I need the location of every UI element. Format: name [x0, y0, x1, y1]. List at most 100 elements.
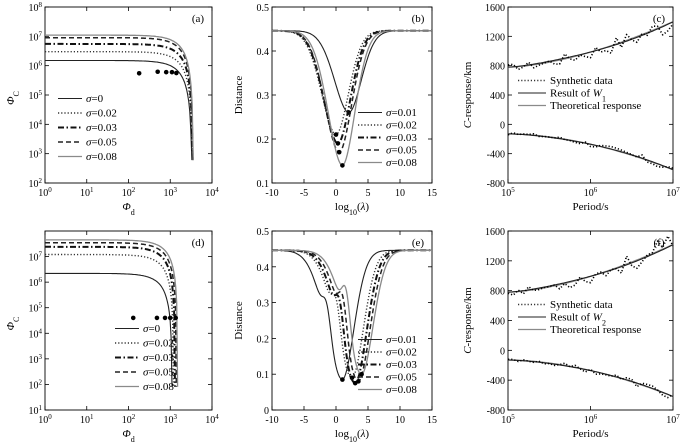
text-part: 6	[39, 276, 43, 284]
text-part: σ	[386, 384, 392, 396]
x-tick-label: 100	[38, 186, 52, 199]
y-axis-label: ΦC	[5, 317, 21, 331]
text-part: 6	[594, 413, 598, 421]
text-part: 1	[602, 94, 606, 103]
y-tick-label: 106	[29, 276, 43, 289]
text-part: 4	[215, 413, 219, 421]
text-part: C	[462, 346, 474, 354]
text-part: 4	[215, 186, 219, 194]
text-part: λ	[360, 428, 366, 440]
text-part: W	[593, 88, 603, 100]
theoretical-response-line	[508, 133, 674, 171]
legend-label: Theoretical response	[550, 100, 641, 112]
text-part: =0.08	[391, 384, 417, 396]
text-part: 5	[39, 302, 43, 310]
x-tick-label: -10	[265, 188, 278, 199]
text-part: 10	[584, 415, 594, 426]
minimum-point-marker	[333, 132, 339, 137]
text-part: σ	[86, 122, 92, 134]
theoretical-response-line	[508, 21, 674, 68]
x-axis-label: log10(λ)	[335, 201, 370, 217]
text-part: σ	[386, 120, 392, 132]
series-line	[45, 51, 194, 161]
text-part: log	[335, 201, 350, 213]
text-part: 3	[174, 186, 178, 194]
corner-point-marker	[154, 315, 160, 321]
text-part: 10	[29, 253, 39, 264]
text-part: 10	[29, 179, 39, 190]
series-line	[45, 241, 178, 387]
text-part: 10	[80, 415, 90, 426]
text-part: C	[12, 91, 21, 96]
legend-label: σ=0.02	[386, 347, 417, 359]
corner-point-marker	[173, 315, 178, 321]
x-tick-label: 106	[584, 186, 598, 199]
y-tick-label: 0.2	[257, 334, 270, 345]
legend-label: σ=0.02	[386, 120, 417, 132]
y-tick-label: 107	[29, 30, 43, 43]
text-part: =0.03	[391, 359, 417, 371]
x-axis-label: Period/s	[572, 201, 608, 213]
text-part: σ	[143, 381, 149, 393]
text-part: 10	[122, 188, 132, 199]
text-part: 10	[29, 406, 39, 417]
text-part: (	[357, 428, 361, 440]
text-part: 10	[29, 120, 39, 131]
corner-point-marker	[162, 315, 168, 321]
corner-point-marker	[169, 69, 175, 75]
y-tick-label: 0.5	[257, 3, 270, 14]
text-part: σ	[143, 323, 149, 335]
x-tick-label: -5	[300, 415, 308, 426]
y-tick-label: 104	[29, 118, 43, 131]
legend-label: σ=0.08	[386, 157, 417, 169]
y-tick-label: 0.5	[257, 227, 270, 238]
legend-label: σ=0.03	[386, 359, 417, 371]
theoretical-response-line	[508, 359, 674, 398]
y-tick-label: 0.4	[257, 263, 270, 274]
text-part: 2	[602, 318, 606, 327]
text-part: d	[131, 208, 135, 217]
y-tick-label: 1600	[485, 3, 505, 14]
synthetic-data-line	[507, 235, 674, 296]
text-part: W	[593, 312, 603, 324]
text-part: σ	[386, 132, 392, 144]
text-part: σ	[143, 352, 149, 364]
text-part: 4	[39, 118, 43, 126]
panel-a: 100 101 102 103 104102103104105106107108(a)Φ…	[5, 1, 219, 217]
text-part: σ	[86, 151, 92, 163]
legend-label: Synthetic data	[550, 75, 613, 87]
y-tick-label: -400	[487, 376, 505, 387]
panel-label: (c)	[653, 13, 666, 25]
x-tick-label: 102	[122, 186, 136, 199]
corner-point-marker	[163, 69, 169, 75]
text-part: σ	[143, 338, 149, 350]
text-part: 10	[29, 150, 39, 161]
minimum-point-marker	[340, 377, 345, 382]
y-tick-label: 800	[490, 287, 505, 298]
text-part: 3	[39, 148, 43, 156]
text-part: 2	[132, 413, 136, 421]
series-line	[45, 239, 179, 387]
y-tick-label: 105	[29, 302, 43, 315]
minimum-point-marker	[336, 149, 342, 155]
text-part: =0	[148, 323, 160, 335]
text-part: 4	[39, 327, 43, 335]
text-part: σ	[386, 359, 392, 371]
y-tick-label: 400	[490, 91, 505, 102]
text-part: 6	[594, 186, 598, 194]
x-axis-label: Φd	[122, 428, 134, 442]
text-part: =0.02	[148, 338, 173, 350]
y-tick-label: -400	[487, 150, 505, 161]
text-part: =0.02	[391, 120, 416, 132]
text-part: 10	[29, 355, 39, 366]
series-line	[45, 59, 193, 161]
legend-label: σ=0.03	[386, 132, 417, 144]
text-part: 7	[39, 30, 43, 38]
minimum-point-marker	[359, 371, 364, 377]
text-part: Φ	[5, 96, 17, 105]
y-tick-label: 107	[29, 251, 43, 264]
x-tick-label: -10	[265, 415, 278, 426]
x-tick-label: 102	[122, 413, 136, 426]
corner-point-marker	[155, 69, 160, 75]
panel-e: -10 -5 0 5 10 1500.10.20.30.40.5(e)log10(λ)Di…	[233, 227, 437, 442]
